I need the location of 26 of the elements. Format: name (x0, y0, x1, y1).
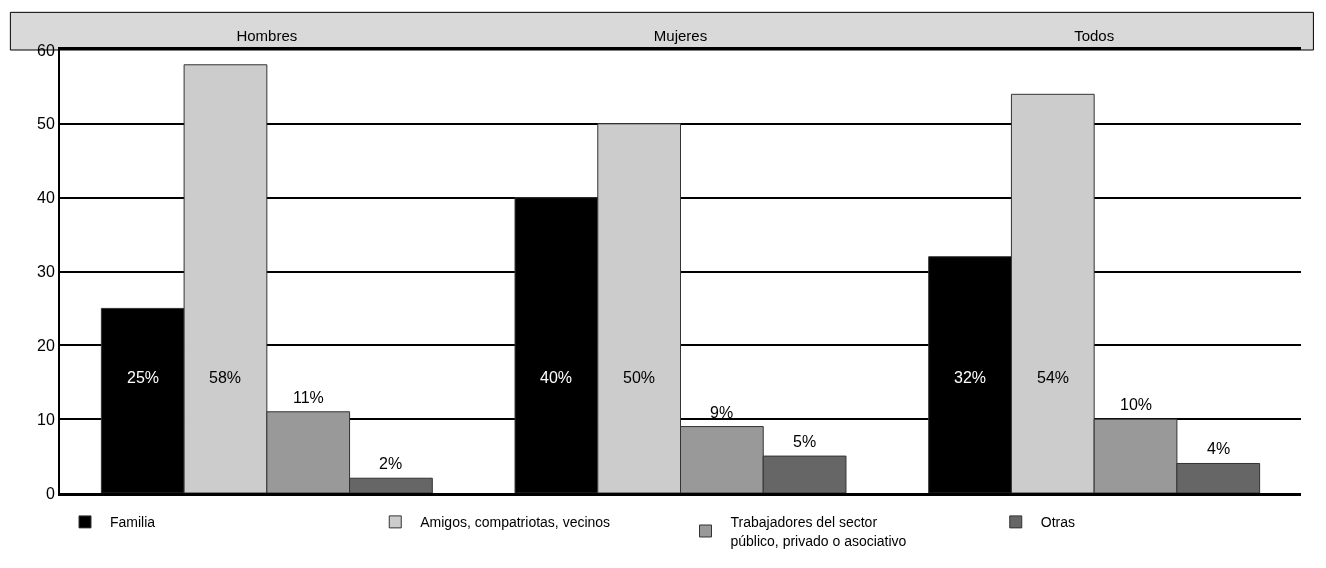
data-label: 11% (293, 389, 324, 406)
data-label: 40% (540, 369, 573, 386)
legend-label: Familia (110, 514, 156, 531)
x-tick-label: Hombres (236, 27, 298, 44)
y-tick-label: 10 (37, 410, 55, 428)
data-label: 10% (1120, 396, 1153, 413)
y-tick-label: 50 (37, 115, 55, 133)
y-tick-label: 60 (37, 41, 55, 59)
y-tick-label: 0 (45, 484, 55, 502)
data-label: 2% (379, 455, 403, 472)
y-tick-label: 20 (37, 336, 55, 354)
data-label: 4% (1207, 440, 1231, 457)
data-label: 58% (209, 369, 242, 386)
x-tick-label: Mujeres (653, 27, 708, 44)
data-label: 54% (1037, 369, 1070, 386)
data-label: 5% (793, 433, 817, 450)
data-label: 25% (127, 369, 160, 386)
data-label: 50% (623, 369, 656, 386)
legend-label: Otras (1040, 514, 1075, 531)
y-tick-label: 40 (37, 189, 55, 207)
y-tick-label: 30 (37, 263, 55, 281)
data-label: 9% (710, 404, 734, 421)
x-tick-label: Todos (1074, 27, 1115, 44)
data-label: 32% (954, 369, 987, 386)
legend-label: Trabajadores del sector público, privado o asociativo (730, 514, 907, 549)
legend-label: Amigos, compatriotas, vecinos (420, 514, 611, 531)
